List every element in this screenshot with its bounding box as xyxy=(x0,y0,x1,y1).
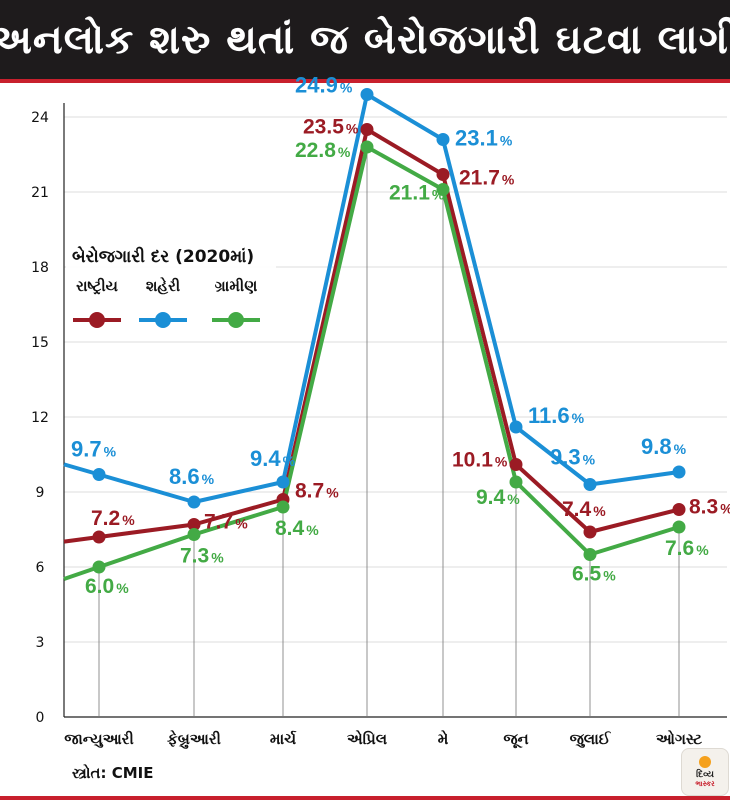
data-point-urban xyxy=(583,478,597,491)
data-label-urban: 8.6% xyxy=(169,464,215,489)
chart-title: અનલોક શરુ થતાં જ બેરોજગારી ઘટવા લાગી xyxy=(0,16,730,63)
x-tick-label: મે xyxy=(438,729,449,748)
data-label-national: 8.3% xyxy=(689,496,730,519)
legend-title: બેરોજગારી દર (2020માં) xyxy=(72,245,254,267)
data-point-national xyxy=(672,503,686,516)
data-label-urban: 24.9% xyxy=(295,73,353,98)
data-point-rural xyxy=(276,500,290,514)
data-label-urban: 23.1% xyxy=(455,126,513,151)
y-tick-label: 0 xyxy=(36,710,45,726)
data-point-urban xyxy=(509,420,523,434)
y-tick-label: 18 xyxy=(31,260,49,276)
data-point-urban xyxy=(360,88,374,101)
legend-marker-rural xyxy=(228,312,244,328)
data-point-rural xyxy=(92,560,106,574)
data-label-rural: 7.6% xyxy=(665,537,709,560)
data-label-national: 7.2% xyxy=(91,507,135,530)
data-label-national: 21.7% xyxy=(459,167,515,190)
y-tick-label: 15 xyxy=(31,335,49,351)
data-point-rural xyxy=(672,520,686,534)
data-point-rural xyxy=(187,528,201,541)
data-point-urban xyxy=(436,133,450,146)
data-label-rural: 8.4% xyxy=(275,517,319,540)
bottom-accent-rule xyxy=(0,796,730,800)
data-point-urban xyxy=(672,465,686,479)
data-label-rural: 21.1% xyxy=(389,182,445,205)
data-point-rural xyxy=(583,548,597,561)
data-label-rural: 6.0% xyxy=(85,575,129,598)
logo-text-line1: દિવ્ય xyxy=(696,769,714,780)
data-label-urban: 9.3% xyxy=(550,445,596,470)
data-label-rural: 22.8% xyxy=(295,139,351,162)
data-point-national xyxy=(509,458,523,471)
data-label-national: 7.7% xyxy=(204,511,248,534)
data-label-urban: 9.8% xyxy=(641,434,687,459)
data-label-urban: 11.6% xyxy=(528,403,585,428)
legend-label-rural: ગ્રામીણ xyxy=(215,277,258,295)
x-tick-label: જાન્યુઆરી xyxy=(64,730,133,748)
data-label-rural: 7.3% xyxy=(180,545,224,568)
data-point-national xyxy=(360,123,374,136)
data-point-urban xyxy=(276,475,290,489)
logo-sun-icon xyxy=(699,755,711,768)
x-tick-label: એપ્રિલ xyxy=(347,729,388,748)
legend-label-urban: શહેરી xyxy=(146,276,180,295)
title-bar: અનલોક શરુ થતાં જ બેરોજગારી ઘટવા લાગી xyxy=(0,0,730,79)
data-point-urban xyxy=(187,495,201,509)
x-tick-label: જૂન xyxy=(503,730,528,748)
data-label-rural: 9.4% xyxy=(476,486,520,509)
data-point-national xyxy=(583,525,597,539)
data-point-national xyxy=(187,518,201,531)
logo-text-line2: ભાસ્કર xyxy=(695,779,715,788)
data-label-national: 23.5% xyxy=(303,116,359,139)
data-point-rural xyxy=(360,140,374,154)
y-tick-label: 3 xyxy=(36,635,45,651)
x-tick-label: જુલાઈ xyxy=(570,730,612,748)
data-label-national: 10.1% xyxy=(452,449,508,472)
legend-marker-national xyxy=(89,312,105,328)
legend-label-national: રાષ્ટ્રીય xyxy=(76,277,118,295)
x-tick-label: ફેબ્રુઆરી xyxy=(167,729,221,749)
data-label-national: 7.4% xyxy=(562,498,606,521)
data-point-rural xyxy=(509,475,523,489)
top-accent-rule xyxy=(0,79,730,83)
y-tick-label: 9 xyxy=(36,485,45,501)
x-tick-label: ઓગસ્ટ xyxy=(656,729,702,748)
data-point-national xyxy=(436,168,450,181)
x-tick-label: માર્ચ xyxy=(270,730,297,748)
divya-bhaskar-logo: દિવ્ય ભાસ્કર xyxy=(681,748,729,796)
legend-marker-urban xyxy=(155,312,171,328)
data-label-national: 8.7% xyxy=(295,480,339,503)
data-point-national xyxy=(92,530,106,544)
y-tick-label: 6 xyxy=(36,560,45,576)
data-label-rural: 6.5% xyxy=(572,563,616,586)
y-tick-label: 21 xyxy=(31,185,49,201)
data-point-rural xyxy=(436,183,450,196)
source-note: સ્ત્રોત: CMIE xyxy=(72,764,154,782)
y-tick-label: 12 xyxy=(31,410,49,426)
data-label-urban: 9.7% xyxy=(71,437,117,462)
data-label-urban: 9.4% xyxy=(250,446,296,471)
y-tick-label: 24 xyxy=(31,110,49,126)
data-point-urban xyxy=(92,468,106,481)
